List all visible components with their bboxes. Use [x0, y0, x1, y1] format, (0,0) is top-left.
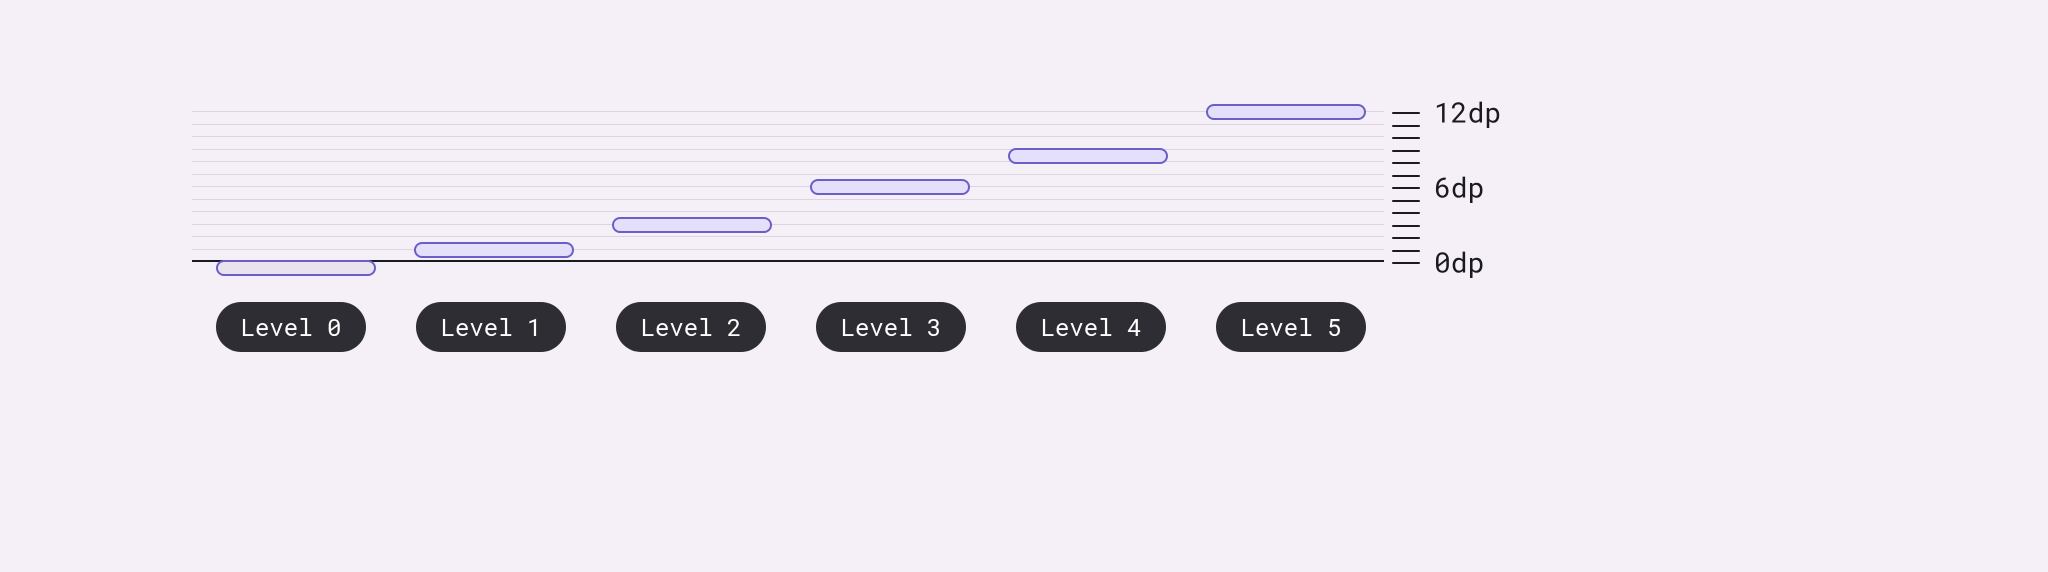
gridline	[192, 149, 1384, 150]
gridline	[192, 161, 1384, 162]
gridline	[192, 249, 1384, 250]
axis-tick	[1392, 187, 1420, 189]
axis-label: 6dp	[1434, 169, 1484, 206]
elevation-chart	[192, 112, 1384, 262]
level-3-bar	[810, 179, 970, 195]
axis-tick	[1392, 237, 1420, 239]
axis-tick	[1392, 162, 1420, 164]
gridline	[192, 124, 1384, 125]
gridline	[192, 224, 1384, 225]
axis-label: 0dp	[1434, 244, 1484, 281]
pill-level-5: Level 5	[1216, 302, 1366, 352]
gridline	[192, 199, 1384, 200]
grid-area	[192, 112, 1384, 262]
pill-level-0: Level 0	[216, 302, 366, 352]
axis-label: 12dp	[1434, 94, 1501, 131]
gridline	[192, 211, 1384, 212]
axis-tick	[1392, 150, 1420, 152]
axis-tick	[1392, 125, 1420, 127]
level-0-bar	[216, 260, 376, 276]
pill-level-1: Level 1	[416, 302, 566, 352]
gridline	[192, 186, 1384, 187]
level-4-bar	[1008, 148, 1168, 164]
axis-tick	[1392, 212, 1420, 214]
gridline	[192, 236, 1384, 237]
axis-tick	[1392, 225, 1420, 227]
level-pill-row: Level 0 Level 1 Level 2 Level 3 Level 4 Level…	[216, 302, 1366, 352]
axis-tick	[1392, 137, 1420, 139]
pill-level-3: Level 3	[816, 302, 966, 352]
gridline	[192, 136, 1384, 137]
pill-level-2: Level 2	[616, 302, 766, 352]
axis-tick	[1392, 200, 1420, 202]
axis-tick	[1392, 112, 1420, 114]
level-5-bar	[1206, 104, 1366, 120]
axis-tick	[1392, 175, 1420, 177]
gridline	[192, 174, 1384, 175]
pill-level-4: Level 4	[1016, 302, 1166, 352]
axis-tick	[1392, 250, 1420, 252]
level-2-bar	[612, 217, 772, 233]
axis-tick	[1392, 262, 1420, 264]
level-1-bar	[414, 242, 574, 258]
